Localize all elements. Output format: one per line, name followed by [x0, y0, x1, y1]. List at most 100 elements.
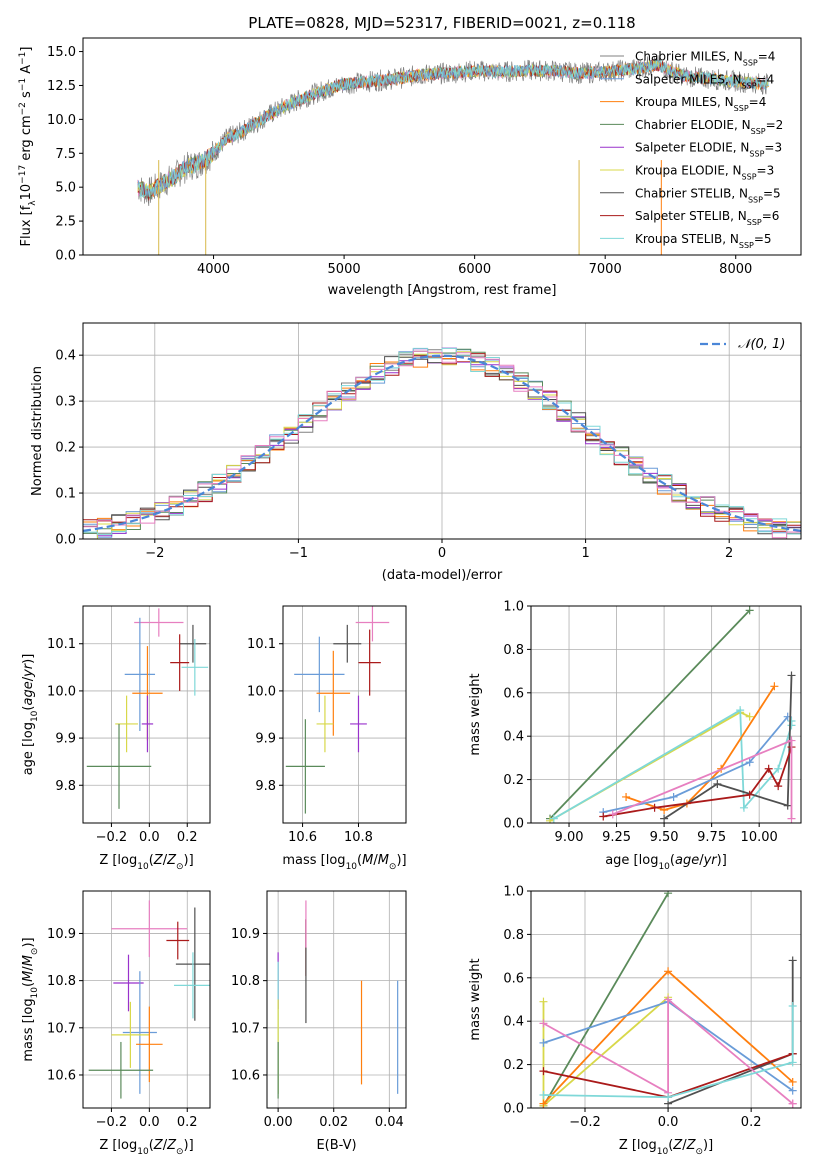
weight-series-line	[549, 609, 751, 820]
x-axis-label-part: 10	[657, 1147, 669, 1157]
legend-label-sub: SSP	[734, 104, 749, 113]
legend-label-base: Kroupa MILES, N	[635, 95, 734, 109]
x-tick-label: 0.02	[319, 1115, 348, 1130]
y-axis-label-part: yr	[21, 662, 36, 678]
y-axis-label-part: −1	[18, 52, 28, 65]
y-axis-label-part: /	[21, 676, 36, 681]
x-axis-label-part: (	[357, 853, 362, 868]
y-axis-label-part: mass [log	[21, 998, 36, 1061]
age-vs-Z-panel: −0.2 0.0 0.29.89.910.010.1Z [log10(Z/Z⊙)]a…	[21, 605, 211, 872]
axes-frame	[82, 605, 211, 824]
x-axis-label-part: /	[373, 853, 378, 868]
x-axis-label-part: )]	[703, 1138, 713, 1153]
weight-point-marker	[774, 764, 783, 773]
plot-area	[277, 900, 399, 1099]
y-axis-label: Flux [fλ10−17 erg cm−2 s−1 A−1]	[18, 47, 38, 247]
x-tick-label: 9.25	[602, 830, 631, 845]
y-axis-label-part: age [log	[21, 722, 36, 775]
legend-label-sub: SSP	[743, 58, 758, 67]
plot-area	[285, 606, 390, 814]
legend-label-base: Chabrier STELIB, N	[635, 186, 748, 200]
weight-point-marker	[713, 779, 722, 788]
weight-point-marker	[736, 706, 745, 715]
weight-point-marker	[764, 764, 773, 773]
x-axis-label-part: ⊙	[176, 1147, 184, 1157]
weight-point-marker	[774, 782, 783, 791]
y-axis-label-part: 10	[30, 710, 40, 722]
legend-label: Kroupa STELIB, NSSP=5	[635, 232, 772, 250]
x-axis-label-part: Z [log	[99, 853, 137, 868]
x-axis-label-part: 10	[137, 1147, 149, 1157]
weight-point-marker	[745, 712, 754, 721]
y-tick-label: 10.9	[47, 927, 76, 942]
y-axis-label-part: λ	[28, 200, 38, 206]
y-axis-label-part: 10	[30, 987, 40, 999]
weight-point-marker	[549, 814, 558, 823]
legend-label-tail: =4	[749, 95, 767, 109]
x-tick-label: 10.00	[741, 830, 778, 845]
y-tick-label: 10.9	[231, 927, 260, 942]
y-axis-label-part: (	[21, 706, 36, 711]
x-tick-label: 1	[581, 546, 589, 561]
y-tick-label: 0.4	[503, 1015, 524, 1030]
y-tick-label: 15.0	[47, 45, 76, 60]
y-tick-label: 0.3	[55, 395, 76, 410]
x-axis-label-part: ⊙	[695, 1147, 703, 1157]
y-tick-label: 10.1	[247, 637, 276, 652]
legend-label: Kroupa ELODIE, NSSP=3	[635, 164, 774, 182]
y-axis-label-part: −1	[18, 78, 28, 91]
legend-label-base: Kroupa ELODIE, N	[635, 164, 742, 178]
x-tick-label: 0.0	[139, 830, 160, 845]
weight-point-marker	[664, 891, 673, 898]
weight-point-marker	[664, 1093, 673, 1102]
weight-point-marker	[539, 997, 548, 1006]
x-tick-label: 9.50	[650, 830, 679, 845]
plot-area	[539, 891, 797, 1108]
x-axis-label-part: Z	[672, 1138, 683, 1153]
y-tick-label: 7.5	[55, 147, 76, 162]
x-axis-label-part: ⊙	[176, 862, 184, 872]
y-axis-label-part: /	[21, 966, 36, 971]
x-axis-label-part: (	[149, 853, 154, 868]
weight-point-marker	[539, 1067, 548, 1076]
y-axis-label: mass weight	[468, 958, 483, 1040]
x-tick-label: 10.8	[344, 830, 373, 845]
histogram-series	[83, 350, 801, 539]
legend-label: 𝒩(0, 1)	[738, 337, 785, 352]
weight-point-marker	[546, 816, 555, 823]
y-axis-label-part: )]	[21, 937, 36, 947]
x-axis-label-part: )]	[717, 853, 727, 868]
weight-point-marker	[787, 671, 796, 680]
x-axis-label: mass [log10(M/M⊙)]	[282, 853, 406, 872]
y-axis-label-part: Flux [f	[19, 205, 34, 246]
x-axis-label-part: Z	[686, 1138, 697, 1153]
weight-point-marker	[787, 814, 796, 823]
legend-label-base: Salpeter ELODIE, N	[635, 141, 749, 155]
y-tick-label: 9.8	[255, 779, 276, 794]
legend-label-tail: =3	[764, 141, 782, 155]
weight-point-marker	[664, 995, 673, 1004]
weight-vs-age-panel: 9.00 9.25 9.50 9.75 10.00 0.0 0.2 0.4 0.6 0.8 1.0 a…	[468, 600, 802, 872]
weight-point-marker	[539, 1099, 548, 1108]
legend-label-base: Chabrier ELODIE, N	[635, 118, 751, 132]
legend-label-base: Chabrier MILES, N	[635, 50, 743, 64]
y-tick-label: 9.9	[55, 732, 76, 747]
x-axis-label-part: ⊙	[389, 862, 397, 872]
x-axis-label-part: 10	[137, 862, 149, 872]
weight-point-marker	[783, 801, 792, 810]
legend-label-base: Salpeter STELIB, N	[635, 209, 747, 223]
y-tick-label: 1.0	[503, 600, 524, 615]
y-axis-label-part: age	[21, 681, 36, 705]
weight-point-marker	[788, 1086, 797, 1095]
y-tick-label: 10.8	[47, 974, 76, 989]
x-tick-label: 0	[438, 546, 446, 561]
y-axis-label: mass [log10(M/M⊙)]	[21, 937, 40, 1061]
weight-series-line	[542, 996, 669, 1108]
x-axis-label: wavelength [Angstrom, rest frame]	[328, 283, 557, 298]
legend-label: Chabrier MILES, NSSP=4	[635, 50, 775, 68]
y-axis-label-part: ⊙	[30, 948, 40, 956]
weight-point-marker	[745, 606, 754, 615]
x-tick-label: 0.04	[375, 1115, 404, 1130]
legend-label: Salpeter MILES, NSSP=4	[635, 72, 774, 90]
